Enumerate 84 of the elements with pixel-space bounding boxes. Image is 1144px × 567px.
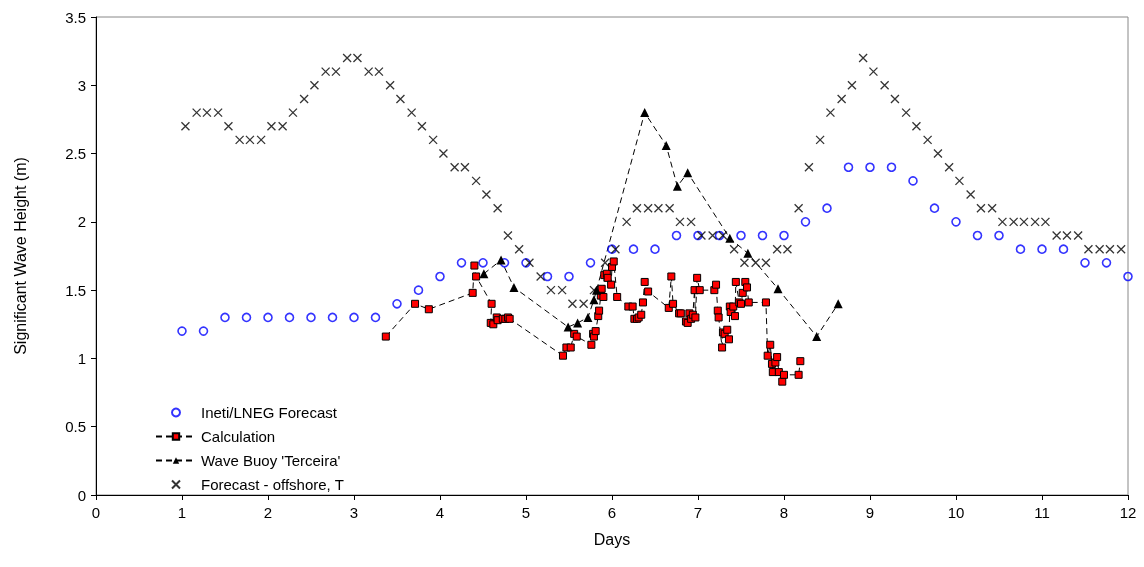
point (509, 282, 519, 292)
point (1037, 244, 1047, 254)
point (1015, 244, 1026, 254)
point (671, 230, 682, 241)
point (779, 230, 789, 241)
point (743, 248, 753, 258)
point (306, 312, 316, 323)
point (263, 312, 273, 323)
y-axis-title: Significant Wave Height (m) (11, 157, 29, 355)
point (327, 312, 338, 323)
y-tick-label: 1.5 (65, 281, 86, 299)
point (177, 326, 187, 336)
x-tick-label: 10 (947, 504, 965, 521)
y-tick-label: 1 (77, 349, 86, 367)
x-tick-label: 12 (1119, 504, 1137, 521)
x-tick-label: 0 (91, 504, 101, 521)
point (693, 230, 703, 241)
x-tick-label: 6 (607, 504, 617, 521)
point (672, 181, 682, 191)
point (757, 230, 768, 241)
x-tick-label: 9 (865, 504, 875, 521)
point (521, 258, 531, 268)
point (1058, 244, 1069, 254)
x-tick-label: 1 (177, 504, 187, 521)
point (773, 284, 783, 294)
y-tick-label: 0.5 (65, 418, 86, 436)
point (812, 332, 822, 342)
point (929, 203, 940, 213)
point (714, 230, 725, 241)
legend-label: Forecast - offshore, T (201, 476, 344, 493)
point (563, 322, 573, 332)
point (413, 285, 424, 295)
x-tick-label: 3 (349, 504, 359, 521)
point (736, 230, 746, 241)
y-tick-label: 3.5 (65, 8, 86, 26)
point (392, 299, 402, 309)
point (822, 203, 832, 213)
x-tick-label: 11 (1034, 504, 1050, 521)
point (800, 217, 811, 227)
point (220, 312, 230, 323)
point (628, 244, 639, 254)
point (994, 230, 1004, 241)
x-axis-title: Days (593, 530, 631, 548)
point (972, 230, 983, 241)
point (661, 140, 671, 150)
x-tick-label: 5 (521, 504, 531, 521)
point (456, 258, 467, 268)
point (241, 312, 252, 323)
legend-label: Ineti/LNEG Forecast (201, 404, 338, 421)
y-tick-label: 2.5 (65, 145, 86, 163)
point (1080, 258, 1090, 268)
point (650, 244, 660, 254)
point (435, 271, 445, 282)
point (589, 295, 599, 305)
x-tick-label: 4 (435, 504, 445, 521)
point (951, 217, 961, 227)
y-tick-label: 2 (77, 213, 86, 231)
point (198, 326, 209, 336)
y-tick-label: 3 (77, 76, 86, 94)
point (908, 176, 918, 186)
point (349, 312, 359, 323)
point (564, 271, 574, 282)
point (1123, 271, 1133, 282)
point (585, 258, 596, 268)
point (284, 312, 295, 323)
x-tick-label: 8 (779, 504, 789, 521)
point (499, 258, 510, 268)
point (496, 255, 506, 265)
point (478, 258, 488, 268)
point (843, 162, 854, 173)
point (583, 312, 593, 322)
point (607, 244, 617, 254)
point (886, 162, 897, 173)
point (640, 108, 650, 118)
legend-label: Wave Buoy 'Terceira' (201, 452, 341, 469)
point (542, 271, 553, 282)
x-tick-label: 2 (263, 504, 273, 521)
x-tick-label: 7 (693, 504, 703, 521)
point (865, 162, 875, 173)
y-tick-label: 0 (77, 486, 86, 504)
point (1101, 258, 1112, 268)
point (725, 233, 735, 243)
point (370, 312, 381, 323)
legend-label: Calculation (201, 428, 276, 445)
